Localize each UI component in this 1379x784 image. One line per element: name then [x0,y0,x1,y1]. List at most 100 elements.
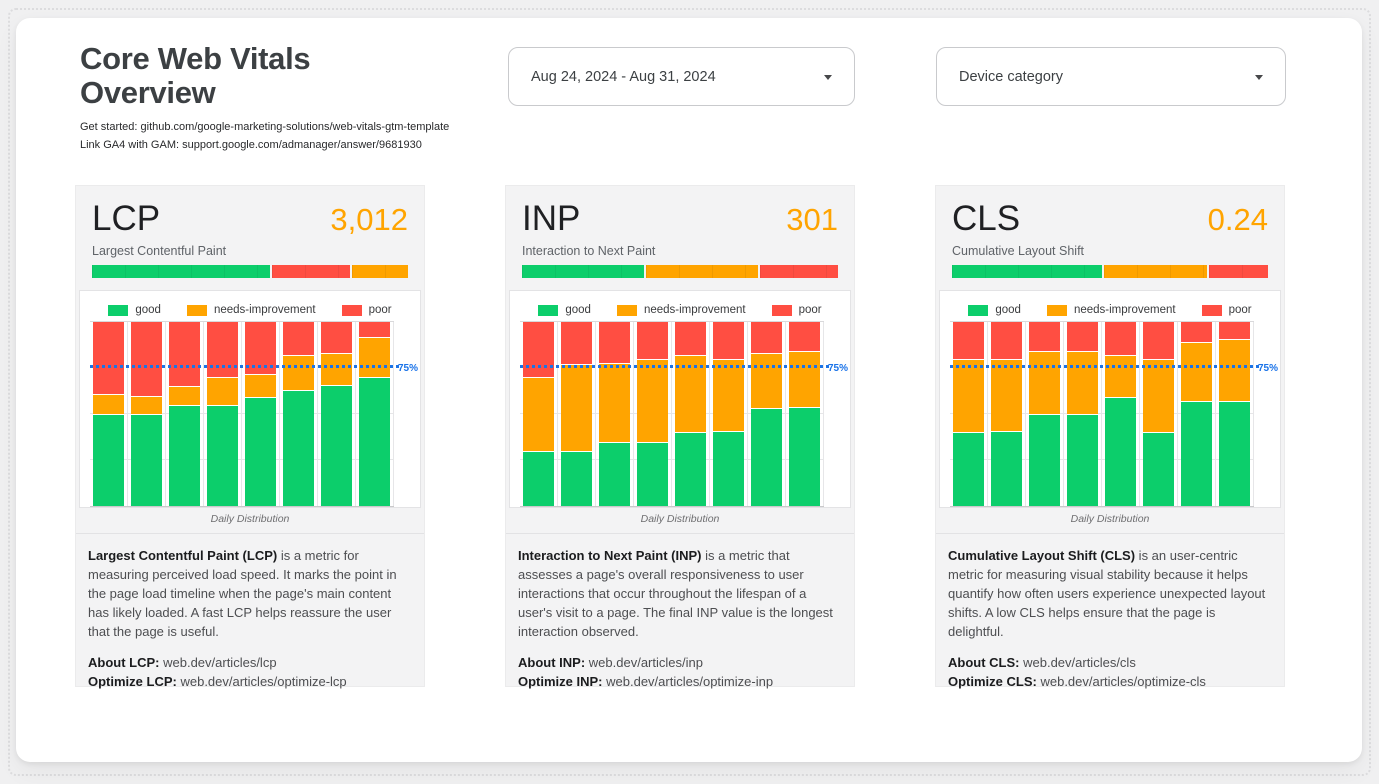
bar-segment-needs_improvement [713,358,744,431]
bar-segment-poor [169,322,200,387]
bar-segment-good [561,450,592,506]
bar-segment-needs_improvement [599,362,630,442]
daily-stacked-bar[interactable] [713,322,744,506]
bar-segment-good [523,450,554,506]
daily-stacked-bar[interactable] [1181,322,1212,506]
daily-stacked-bar[interactable] [599,322,630,506]
bar-segment-poor [637,322,668,359]
reference-line-label: 75% [827,362,848,374]
bar-segment-good [207,404,238,506]
bar-segment-poor [751,322,782,354]
stacked-bar-plot [520,321,832,507]
metric-card-inp: INP 301 Interaction to Next Paint good n… [505,185,855,689]
daily-stacked-bar[interactable] [637,322,668,506]
metric-value: 0.24 [1207,202,1268,237]
gridline [90,413,394,414]
summary-segment-good [952,265,1102,278]
daily-stacked-bar[interactable] [359,322,390,506]
bar-segment-good [637,441,668,506]
legend-label-poor: poor [368,304,392,316]
daily-stacked-bar[interactable] [991,322,1022,506]
distribution-summary-bar [92,265,408,278]
bar-segment-poor [1105,322,1136,356]
bar-segment-poor [523,322,554,378]
bar-segment-poor [1219,322,1250,339]
daily-stacked-bar[interactable] [675,322,706,506]
optimize-label: Optimize LCP: [88,674,177,689]
day-column [558,322,596,506]
daily-stacked-bar[interactable] [1067,322,1098,506]
good-swatch [108,304,129,316]
metric-subtitle: Interaction to Next Paint [522,244,656,258]
daily-stacked-bar[interactable] [561,322,592,506]
daily-stacked-bar[interactable] [93,322,124,506]
legend-label-poor: poor [798,304,822,316]
daily-stacked-bar[interactable] [1143,322,1174,506]
daily-stacked-bar[interactable] [1105,322,1136,506]
bar-segment-needs_improvement [131,395,162,414]
bar-segment-good [1067,414,1098,506]
daily-stacked-bar[interactable] [1029,322,1060,506]
device-category-filter[interactable]: Device category [936,47,1286,106]
day-column [1178,322,1216,506]
bar-segment-needs_improvement [169,386,200,405]
legend-label-needs-improvement: needs-improvement [643,304,746,316]
chart-caption: Daily Distribution [210,513,290,525]
bar-segment-good [713,430,744,506]
bar-segment-good [789,406,820,506]
bar-segment-poor [599,322,630,363]
bar-segment-needs_improvement [207,377,238,405]
chart-legend: good needs-improvement poor [80,291,420,321]
about-label: About LCP: [88,655,160,670]
bar-segment-needs_improvement [359,336,390,378]
metric-description: Interaction to Next Paint (INP) is a met… [506,533,854,691]
needs-improvement-swatch [616,304,637,316]
stacked-bar-plot [950,321,1262,507]
daily-stacked-bar[interactable] [523,322,554,506]
daily-stacked-bar[interactable] [321,322,352,506]
legend-label-good: good [565,304,591,316]
metric-summary-inp: INP 301 Interaction to Next Paint [506,186,854,278]
device-category-value: Device category [959,68,1063,85]
metric-name: LCP [92,199,161,238]
daily-stacked-bar[interactable] [245,322,276,506]
daily-distribution-chart[interactable]: good needs-improvement poor 75% [939,290,1281,508]
legend-label-needs-improvement: needs-improvement [1073,304,1176,316]
daily-stacked-bar[interactable] [283,322,314,506]
metric-name: CLS [952,199,1021,238]
metric-value: 301 [786,202,838,237]
page-title-line-2: Overview [80,75,216,110]
description-text: is a metric that assesses a page's overa… [518,548,833,639]
daily-stacked-bar[interactable] [953,322,984,506]
gridline [950,459,1254,460]
daily-stacked-bar[interactable] [789,322,820,506]
daily-stacked-bar[interactable] [751,322,782,506]
daily-distribution-chart[interactable]: good needs-improvement poor 75% [509,290,851,508]
distribution-summary-bar [952,265,1268,278]
needs-improvement-swatch [186,304,207,316]
bar-segment-good [131,414,162,506]
daily-stacked-bar[interactable] [1219,322,1250,506]
daily-stacked-bar[interactable] [207,322,238,506]
day-column [1064,322,1102,506]
bar-segment-poor [93,322,124,394]
bar-segment-needs_improvement [991,358,1022,431]
day-column [748,322,786,506]
poor-swatch [771,304,792,316]
metric-summary-cls: CLS 0.24 Cumulative Layout Shift [936,186,1284,278]
daily-stacked-bar[interactable] [131,322,162,506]
day-column [242,322,280,506]
report-canvas: Core Web Vitals Overview Get started: gi… [16,18,1362,762]
optimize-label: Optimize INP: [518,674,603,689]
day-column [280,322,318,506]
daily-distribution-chart[interactable]: good needs-improvement poor 75% [79,290,421,508]
summary-segment-needs_improvement [1103,265,1207,278]
summary-segment-needs_improvement [351,265,408,278]
summary-segment-good [92,265,270,278]
date-range-filter[interactable]: Aug 24, 2024 - Aug 31, 2024 [508,47,855,106]
bar-segment-poor [1181,322,1212,343]
bar-segment-good [675,432,706,506]
gridline [90,459,394,460]
bar-segment-needs_improvement [1029,351,1060,414]
daily-stacked-bar[interactable] [169,322,200,506]
